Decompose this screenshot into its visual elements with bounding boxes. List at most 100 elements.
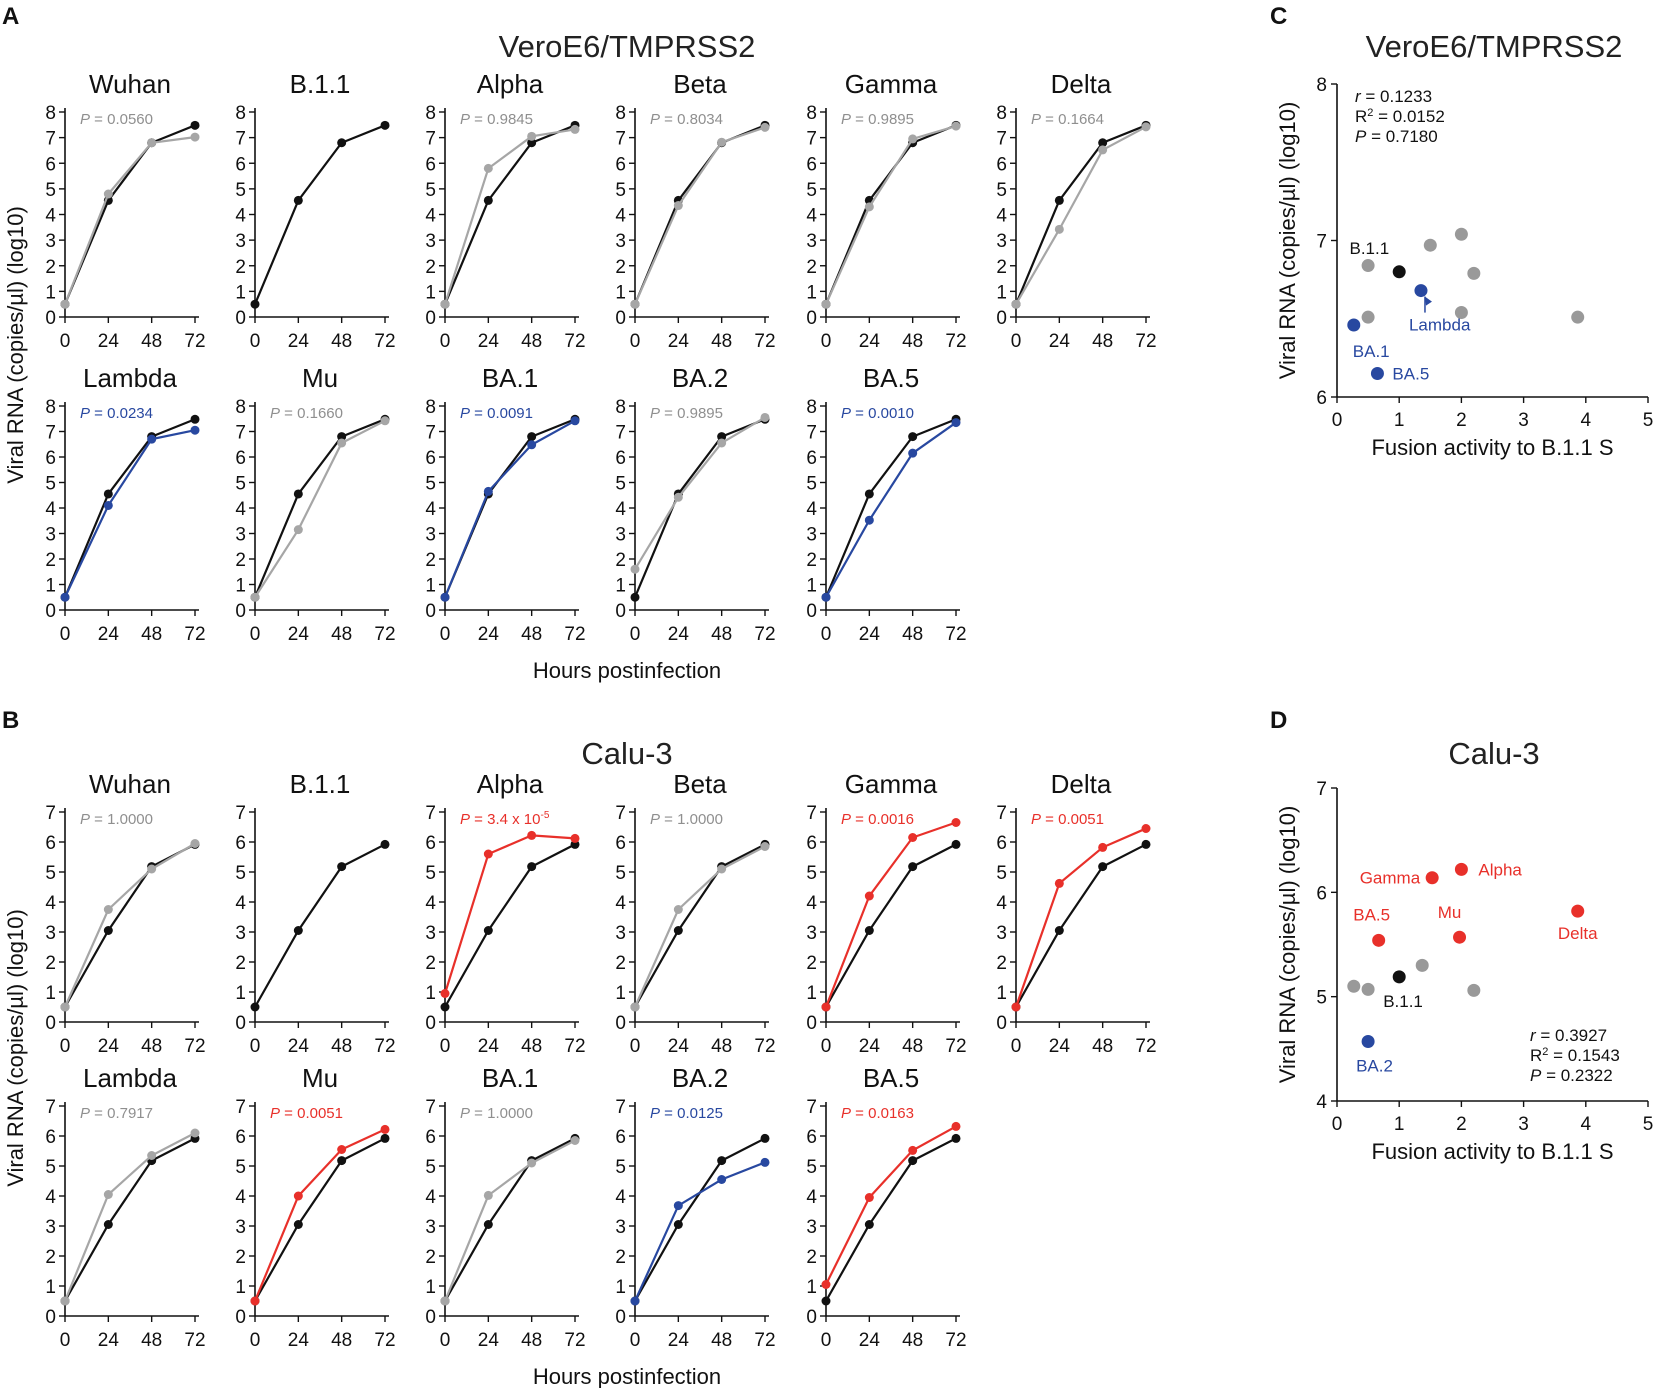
panel-a-ba2-reference-point — [717, 432, 727, 442]
panel-b-ba1-reference-point — [483, 1220, 493, 1229]
panel-a-lambda-y-tick-label: 8 — [45, 397, 56, 418]
panel-b-alpha-y-tick-label: 3 — [425, 923, 436, 944]
panel-b-mu-reference-point — [337, 1156, 347, 1166]
panel-b-beta-variant-line — [633, 845, 766, 1008]
panel-a-wuhan-variant-point — [103, 189, 113, 199]
panel-a-beta-x-tick-label: 0 — [630, 331, 641, 352]
panel-b-ba1-y-tick-label: 7 — [425, 1097, 436, 1118]
panel-a-alpha-reference-point — [483, 195, 493, 205]
panel-a-wuhan-y-tick-label: 7 — [45, 129, 56, 150]
panel-b-ba1-variant-line — [443, 1139, 576, 1302]
panel-d-label-gamma: Gamma — [1360, 869, 1421, 888]
panel-d-point-b11 — [1392, 970, 1406, 984]
panel-a-b11-reference-line — [253, 124, 386, 305]
panel-a-wuhan-y-tick-label: 2 — [45, 257, 56, 278]
panel-b-ba1-x-tick-label: 0 — [440, 1330, 451, 1351]
panel-b-delta-x-tick-label: 48 — [1092, 1036, 1113, 1057]
panel-b-delta-title: Delta — [1051, 769, 1112, 799]
panel-b-ba1-p-value: P = 1.0000 — [460, 1105, 533, 1122]
panel-a-lambda-variant-point — [103, 500, 113, 510]
panel-b-beta-y-tick-label: 0 — [615, 1013, 626, 1034]
panel-b-ba1-title: BA.1 — [482, 1063, 538, 1093]
panel-b-gamma-reference-point — [908, 862, 918, 872]
panel-a-alpha-y-tick-label: 7 — [425, 129, 436, 150]
panel-a-gamma-variant-point — [821, 299, 831, 309]
panel-b-ba1-variant-point — [440, 1296, 450, 1306]
panel-a-gamma-x-tick-label: 0 — [821, 331, 832, 352]
panel-a-ba1-y-tick-label: 4 — [425, 499, 436, 520]
panel-a-wuhan-title: Wuhan — [89, 69, 171, 99]
panel-a-delta-title: Delta — [1051, 69, 1112, 99]
panel-a-wuhan-p-value: P = 0.0560 — [80, 111, 153, 128]
panel-a-ba2-y-tick-label: 8 — [615, 397, 626, 418]
panel-a-b11-reference-point — [250, 299, 260, 309]
panel-b-lambda-reference-line — [64, 1137, 196, 1302]
panel-a-gamma-y-tick-label: 3 — [806, 231, 817, 252]
panel-a-lambda-p-value: P = 0.0234 — [80, 405, 153, 422]
panel-b-mu-variant-point — [250, 1296, 260, 1306]
panel-b-ba1-y-tick-label: 2 — [425, 1247, 436, 1268]
panel-b-delta-reference-point — [1054, 926, 1064, 935]
panel-b-b11-y-tick-label: 2 — [235, 953, 246, 974]
panel-b-mu-x-tick-label: 0 — [250, 1330, 261, 1351]
panel-b-ba5-y-tick-label: 7 — [806, 1097, 817, 1118]
panel-b-mu-x-tick-label: 72 — [374, 1330, 395, 1351]
panel-a-alpha-reference-point — [527, 138, 537, 148]
panel-a-alpha-x-tick-label: 24 — [478, 331, 500, 352]
panel-b-delta-y-tick-label: 1 — [996, 983, 1007, 1004]
panel-a-delta-subplot: Delta 0 1 2 3 4 5 6 7 8 0 24 48 72 P = 0.1664 — [996, 69, 1156, 352]
panel-a-ba5-y-tick-label: 3 — [806, 525, 817, 546]
panel-b-wuhan-y-tick-label: 7 — [45, 803, 56, 824]
panel-a-ba5-reference-point — [864, 489, 874, 499]
panel-a-ba2-variant-point — [760, 412, 770, 422]
panel-a-delta-x-tick-label: 72 — [1135, 331, 1156, 352]
panel-b-wuhan-y-tick-label: 5 — [45, 863, 56, 884]
panel-c-stat-r: r = 0.1233 — [1355, 87, 1432, 106]
panel-b-mu-variant-point — [380, 1124, 390, 1134]
panel-b-lambda-y-tick-label: 4 — [45, 1187, 56, 1208]
panel-b-ba2-y-tick-label: 2 — [615, 1247, 626, 1268]
panel-b-beta-variant-point — [760, 842, 770, 851]
panel-a-delta-y-tick-label: 0 — [996, 308, 1007, 329]
panel-a-lambda-title: Lambda — [83, 363, 177, 393]
panel-b-wuhan-y-tick-label: 0 — [45, 1013, 56, 1034]
panel-b-lambda-y-tick-label: 0 — [45, 1307, 56, 1328]
panel-b-mu-p-value: P = 0.0051 — [270, 1105, 343, 1122]
panel-a-b11-x-tick-label: 48 — [331, 331, 352, 352]
panel-b-delta-reference-point — [1141, 839, 1151, 849]
panel-a-beta-y-tick-label: 4 — [615, 206, 626, 227]
panel-b-ba2-y-tick-label: 4 — [615, 1187, 626, 1208]
panel-b-lambda-y-tick-label: 3 — [45, 1217, 56, 1238]
panel-c-x-tick-label: 5 — [1643, 410, 1654, 431]
panel-a-ba1-variant-point — [570, 416, 580, 426]
panel-b-beta-x-tick-label: 24 — [668, 1036, 690, 1057]
panel-b-alpha-variant-point — [570, 833, 580, 843]
panel-a-wuhan-x-tick-label: 48 — [141, 331, 162, 352]
panel-b-ba2-subplot: BA.2 0 1 2 3 4 5 6 7 0 24 48 72 P = 0.0125 — [615, 1063, 775, 1351]
panel-b-beta-variant-point — [673, 905, 683, 914]
panel-a-lambda-x-tick-label: 72 — [184, 624, 205, 645]
panel-b-gamma-p-value: P = 0.0016 — [841, 811, 914, 828]
panel-b-alpha-reference-line — [444, 843, 576, 1008]
panel-d-stat-r2: R2 = 0.1543 — [1530, 1046, 1620, 1065]
panel-b-delta-y-tick-label: 4 — [996, 893, 1007, 914]
panel-b-ba1-y-tick-label: 4 — [425, 1187, 436, 1208]
panel-b-ba2-x-tick-label: 72 — [754, 1330, 775, 1351]
panel-c-point-gray — [1361, 259, 1375, 273]
panel-a-wuhan-x-tick-label: 72 — [184, 331, 205, 352]
panel-a-ba1-variant-point — [440, 592, 450, 602]
panel-b-alpha-y-tick-label: 1 — [425, 983, 436, 1004]
panel-d-y-tick-label: 7 — [1316, 779, 1327, 800]
panel-a-b11-y-tick-label: 2 — [235, 257, 246, 278]
panel-b-mu-variant-line — [253, 1128, 386, 1302]
panel-d-stat-r: r = 0.3927 — [1530, 1026, 1607, 1045]
panel-b-lambda-subplot: Lambda 0 1 2 3 4 5 6 7 0 24 48 72 P = 0.7917 — [45, 1063, 205, 1351]
panel-a-ba2-y-tick-label: 6 — [615, 448, 626, 469]
panel-d-title: Calu-3 — [1448, 736, 1539, 771]
panel-a-ba2-variant-point — [717, 438, 727, 448]
panel-c-label-lambda: Lambda — [1409, 316, 1471, 335]
panel-b-ba5-y-tick-label: 2 — [806, 1247, 817, 1268]
panel-b-b11-reference-point — [293, 926, 303, 935]
